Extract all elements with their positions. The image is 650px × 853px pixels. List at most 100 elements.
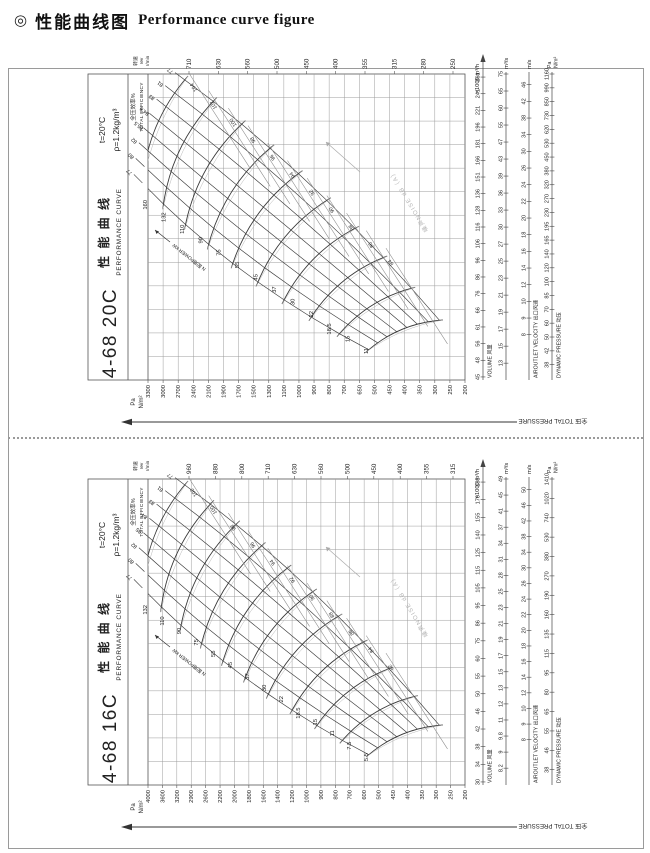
rpm-axis: 转速 rev r/min 960 880 800 710 630 560 500 450 400 355…	[132, 460, 457, 479]
svg-text:261: 261	[475, 72, 481, 81]
svg-text:60: 60	[475, 655, 481, 661]
svg-text:12: 12	[521, 282, 527, 288]
curve-lattice	[148, 74, 448, 353]
svg-text:N/m²: N/m²	[139, 801, 145, 814]
svg-text:26: 26	[521, 580, 527, 586]
svg-text:24: 24	[521, 596, 527, 602]
svg-text:160: 160	[143, 200, 149, 210]
svg-text:1410: 1410	[544, 473, 550, 485]
svg-text:1900: 1900	[221, 385, 227, 398]
svg-text:46: 46	[521, 82, 527, 88]
svg-text:75: 75	[498, 71, 504, 77]
title-band: 4-68 20C 性 能 曲 线 PERFORMANCE CURVE t=20°C ρ=…	[96, 108, 123, 378]
svg-text:81: 81	[156, 484, 164, 492]
svg-text:m³/s: m³/s	[504, 58, 510, 69]
svg-text:630: 630	[292, 463, 299, 474]
svg-text:200: 200	[463, 385, 469, 395]
svg-text:Pa: Pa	[547, 62, 553, 68]
svg-text:75: 75	[475, 638, 481, 644]
svg-text:350: 350	[418, 385, 424, 395]
svg-text:170: 170	[475, 495, 481, 504]
svg-text:18.5: 18.5	[327, 323, 333, 334]
svg-text:AIROUTLET VELOCITY 出口风速: AIROUTLET VELOCITY 出口风速	[532, 705, 540, 783]
svg-text:50: 50	[521, 487, 527, 493]
svg-text:VOLUME 风量: VOLUME 风量	[487, 749, 494, 783]
svg-text:70: 70	[544, 306, 550, 312]
svg-text:48: 48	[475, 357, 481, 363]
svg-text:700: 700	[348, 790, 354, 800]
svg-text:650: 650	[357, 385, 363, 395]
svg-text:28: 28	[498, 572, 504, 578]
svg-text:30: 30	[498, 224, 504, 230]
total-pressure-axis: 3300 3000 2700 2400 2100 1900 1700 1500 1300 1100…	[121, 380, 588, 426]
page-title-cjk: 性能曲线图	[35, 13, 131, 32]
svg-text:DYNAMIC PRESSURE 动压: DYNAMIC PRESSURE 动压	[556, 312, 563, 378]
svg-text:4-68 20C: 4-68 20C	[100, 288, 121, 378]
svg-text:13: 13	[498, 360, 504, 366]
svg-text:13: 13	[498, 685, 504, 691]
svg-text:960: 960	[186, 463, 193, 474]
svg-text:42: 42	[544, 348, 550, 354]
svg-text:166: 166	[475, 156, 481, 165]
svg-text:135: 135	[544, 629, 550, 638]
svg-text:1000: 1000	[305, 790, 311, 803]
svg-text:115: 115	[475, 566, 481, 575]
svg-text:100: 100	[209, 504, 219, 515]
svg-text:2200: 2200	[218, 790, 224, 803]
svg-text:20: 20	[521, 627, 527, 633]
svg-text:1160: 1160	[544, 68, 550, 80]
svg-text:400: 400	[397, 463, 404, 474]
svg-text:8: 8	[521, 738, 527, 741]
svg-text:55: 55	[211, 651, 217, 657]
svg-text:N 配用POWER kW: N 配用POWER kW	[171, 647, 207, 677]
svg-text:43: 43	[498, 156, 504, 162]
svg-text:110: 110	[180, 225, 186, 234]
svg-text:77: 77	[166, 471, 174, 479]
svg-text:500: 500	[344, 463, 351, 474]
svg-text:15: 15	[346, 336, 352, 342]
svg-text:450: 450	[371, 463, 378, 474]
svg-text:56: 56	[475, 341, 481, 347]
svg-text:11: 11	[364, 348, 370, 354]
svg-text:530: 530	[544, 139, 550, 148]
svg-text:全压效率%: 全压效率%	[129, 93, 137, 120]
svg-text:181: 181	[475, 139, 481, 148]
svg-text:151: 151	[475, 172, 481, 181]
grid	[148, 74, 465, 380]
svg-text:116: 116	[475, 223, 481, 232]
svg-text:8: 8	[521, 333, 527, 336]
svg-text:转速: 转速	[132, 461, 139, 471]
svg-text:241: 241	[475, 89, 481, 98]
svg-text:75: 75	[217, 249, 223, 255]
svg-text:106: 106	[475, 239, 481, 248]
svg-text:84.5: 84.5	[139, 105, 151, 116]
svg-text:82: 82	[130, 541, 138, 549]
svg-text:22: 22	[521, 198, 527, 204]
svg-text:61: 61	[475, 324, 481, 330]
svg-text:55: 55	[544, 728, 550, 734]
svg-text:25: 25	[498, 258, 504, 264]
sheet-border	[87, 478, 466, 786]
svg-text:50: 50	[544, 334, 550, 340]
svg-text:46: 46	[521, 502, 527, 508]
svg-text:1000: 1000	[297, 385, 303, 398]
svg-text:12: 12	[521, 690, 527, 696]
svg-text:2000: 2000	[232, 790, 238, 803]
bullet-ring-icon: ◎	[14, 12, 28, 29]
svg-text:ρ=1.2kg/m³: ρ=1.2kg/m³	[111, 513, 121, 556]
svg-text:36: 36	[498, 190, 504, 196]
svg-text:85: 85	[135, 526, 143, 534]
svg-text:r/min: r/min	[145, 55, 151, 66]
svg-text:990: 990	[544, 83, 550, 92]
svg-text:3600: 3600	[160, 790, 166, 803]
svg-text:66: 66	[475, 307, 481, 313]
rotated-chart-sheet: 4-68 16C 性 能 曲 线 PERFORMANCE CURVE t=20°C ρ=…	[87, 459, 588, 831]
svg-text:105: 105	[475, 583, 481, 592]
svg-text:15: 15	[498, 343, 504, 349]
svg-text:710: 710	[265, 463, 272, 474]
scale-row: 45 48 56 61 66 76 86 96 106 116 128 136 151 166 181 196…	[475, 54, 494, 380]
svg-text:90: 90	[308, 593, 316, 601]
svg-text:140: 140	[544, 249, 550, 258]
svg-text:80: 80	[544, 689, 550, 695]
svg-text:性 能 曲 线: 性 能 曲 线	[96, 601, 111, 674]
